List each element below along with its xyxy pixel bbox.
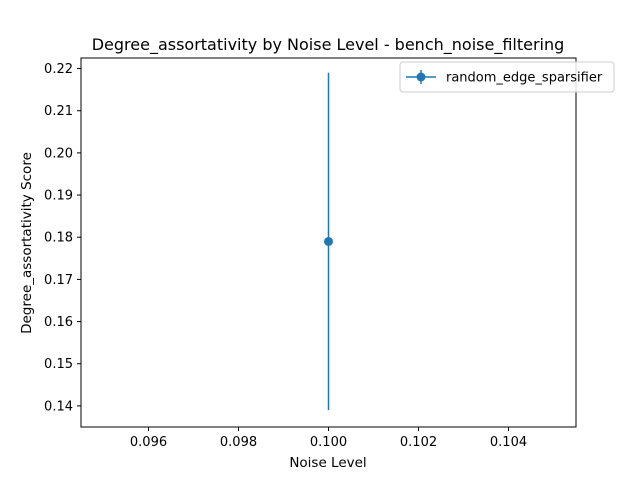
chart-title: Degree_assortativity by Noise Level - be… <box>92 35 565 55</box>
x-tick-label: 0.102 <box>400 435 437 450</box>
y-tick-label: 0.15 <box>44 357 73 372</box>
y-tick-label: 0.14 <box>44 399 73 414</box>
legend-label: random_edge_sparsifier <box>446 71 603 86</box>
y-tick-label: 0.16 <box>44 315 73 330</box>
y-tick-label: 0.22 <box>44 62 73 77</box>
y-tick-label: 0.20 <box>44 146 73 161</box>
y-tick-label: 0.21 <box>44 104 73 119</box>
legend-box <box>399 61 615 93</box>
x-tick-label: 0.096 <box>130 435 167 450</box>
y-axis-label: Degree_assortativity Score <box>19 152 35 334</box>
y-tick-label: 0.18 <box>44 231 73 246</box>
x-tick-label: 0.098 <box>220 435 257 450</box>
x-axis-ticks: 0.096 0.098 0.100 0.102 0.104 <box>130 427 527 450</box>
y-tick-label: 0.19 <box>44 189 73 204</box>
legend: random_edge_sparsifier <box>399 61 615 93</box>
y-tick-label: 0.17 <box>44 273 73 288</box>
y-axis-ticks: 0.14 0.15 0.16 0.17 0.18 0.19 0.20 0.21 0.22 <box>44 62 81 414</box>
x-tick-label: 0.100 <box>310 435 347 450</box>
data-point <box>324 236 333 246</box>
legend-marker <box>416 72 426 82</box>
x-tick-label: 0.104 <box>490 435 527 450</box>
x-axis-label: Noise Level <box>289 455 366 471</box>
